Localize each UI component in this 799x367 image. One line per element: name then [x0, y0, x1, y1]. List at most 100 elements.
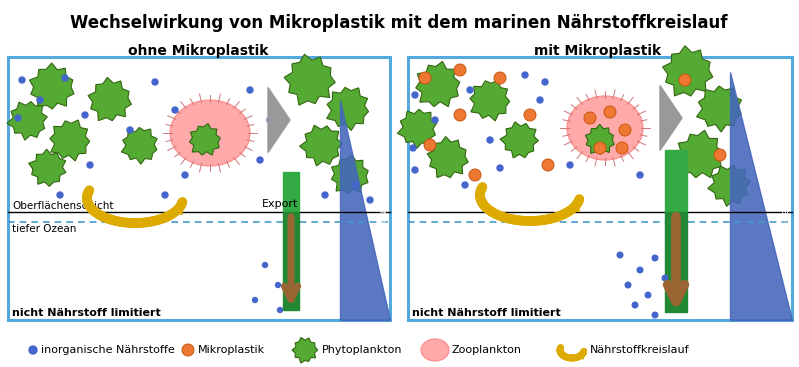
Circle shape [619, 124, 631, 136]
Circle shape [469, 169, 481, 181]
Bar [283, 172, 299, 212]
Bar [283, 212, 299, 310]
Circle shape [257, 157, 263, 163]
Bar [8, 57, 390, 320]
Polygon shape [427, 137, 468, 178]
Circle shape [652, 312, 658, 318]
Circle shape [454, 109, 466, 121]
Circle shape [62, 75, 68, 81]
Circle shape [29, 346, 37, 354]
Circle shape [494, 72, 506, 84]
Circle shape [263, 262, 268, 268]
Circle shape [625, 282, 630, 288]
Polygon shape [730, 72, 792, 320]
Circle shape [57, 192, 63, 198]
Circle shape [37, 97, 43, 103]
Text: nicht Nährstoff limitiert: nicht Nährstoff limitiert [412, 308, 561, 318]
Bar [665, 150, 687, 212]
Polygon shape [30, 63, 74, 109]
Polygon shape [397, 109, 437, 148]
Polygon shape [29, 149, 66, 186]
Polygon shape [470, 80, 510, 121]
Circle shape [632, 302, 638, 308]
Circle shape [594, 142, 606, 154]
Circle shape [454, 64, 466, 76]
Circle shape [637, 172, 643, 178]
Text: O₂ Verbrauch: O₂ Verbrauch [377, 173, 387, 237]
Polygon shape [500, 122, 539, 158]
Polygon shape [189, 123, 221, 155]
Polygon shape [121, 127, 157, 164]
Polygon shape [677, 130, 723, 178]
Circle shape [367, 197, 373, 203]
Circle shape [162, 192, 168, 198]
Polygon shape [284, 54, 335, 105]
Text: ohne Mikroplastik: ohne Mikroplastik [128, 44, 268, 58]
Text: Export: Export [262, 199, 298, 209]
Ellipse shape [421, 339, 449, 361]
Circle shape [662, 275, 668, 281]
Circle shape [277, 308, 283, 312]
Polygon shape [7, 102, 47, 140]
Text: mit Mikroplastik: mit Mikroplastik [535, 44, 662, 58]
Text: Nährstoffkreislauf: Nährstoffkreislauf [590, 345, 690, 355]
Circle shape [19, 77, 25, 83]
Circle shape [424, 139, 436, 151]
Text: nicht Nährstoff limitiert: nicht Nährstoff limitiert [12, 308, 161, 318]
Circle shape [410, 145, 416, 151]
Ellipse shape [567, 96, 643, 160]
Circle shape [432, 117, 438, 123]
Bar [665, 212, 687, 312]
Circle shape [652, 255, 658, 261]
Circle shape [604, 106, 616, 118]
Polygon shape [300, 125, 343, 166]
Circle shape [524, 109, 536, 121]
Circle shape [412, 92, 418, 98]
Circle shape [637, 267, 643, 273]
Circle shape [172, 107, 178, 113]
Polygon shape [292, 337, 318, 363]
Circle shape [182, 344, 194, 356]
Circle shape [182, 172, 188, 178]
Circle shape [252, 298, 257, 302]
Polygon shape [415, 61, 459, 107]
Circle shape [152, 79, 158, 85]
Text: Oberflächenschicht: Oberflächenschicht [12, 201, 113, 211]
Text: Wechselwirkung von Mikroplastik mit dem marinen Nährstoffkreislauf: Wechselwirkung von Mikroplastik mit dem … [70, 14, 728, 32]
Circle shape [127, 127, 133, 133]
Polygon shape [708, 166, 750, 206]
Polygon shape [332, 155, 368, 194]
Circle shape [462, 182, 468, 188]
Circle shape [567, 162, 573, 168]
Polygon shape [50, 120, 89, 161]
Circle shape [87, 162, 93, 168]
Polygon shape [660, 86, 682, 150]
Circle shape [82, 112, 88, 118]
Circle shape [617, 252, 622, 258]
Circle shape [322, 192, 328, 198]
Circle shape [542, 79, 548, 85]
Circle shape [487, 137, 493, 143]
Circle shape [15, 115, 21, 121]
Polygon shape [340, 100, 390, 320]
Circle shape [419, 72, 431, 84]
Circle shape [542, 159, 554, 171]
Ellipse shape [170, 100, 250, 166]
Circle shape [679, 74, 691, 86]
Text: inorganische Nährstoffe: inorganische Nährstoffe [41, 345, 175, 355]
Text: O₂ Verbrauch: O₂ Verbrauch [779, 168, 789, 232]
Polygon shape [697, 86, 741, 132]
Text: Mikroplastik: Mikroplastik [198, 345, 265, 355]
Circle shape [497, 165, 503, 171]
Circle shape [646, 292, 651, 298]
Text: Zooplankton: Zooplankton [452, 345, 522, 355]
Circle shape [352, 182, 358, 188]
Text: tiefer Ozean: tiefer Ozean [12, 224, 77, 234]
Bar [408, 57, 792, 320]
Polygon shape [586, 124, 614, 154]
Circle shape [584, 112, 596, 124]
Polygon shape [88, 77, 131, 121]
Polygon shape [327, 87, 368, 131]
Circle shape [537, 97, 543, 103]
Circle shape [247, 87, 253, 93]
